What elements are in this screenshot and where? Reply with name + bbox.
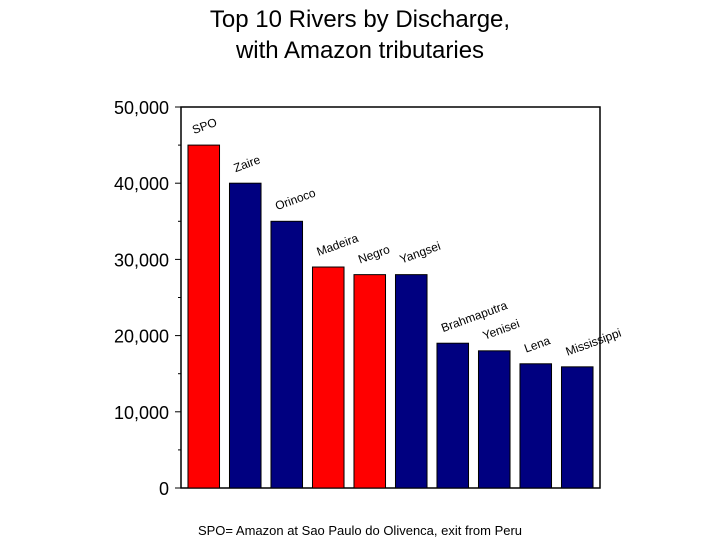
bar-spo (187, 144, 221, 489)
chart-footnote: SPO= Amazon at Sao Paulo do Olivenca, ex… (197, 523, 523, 538)
y-tick-label: 10,000 (114, 403, 169, 423)
bar-label: Negro (356, 242, 392, 266)
y-tick-label: 0 (159, 479, 169, 499)
bar-negro (353, 274, 387, 489)
bar-orinoco (270, 220, 304, 489)
bars (187, 144, 594, 489)
bar-label: Madeira (315, 231, 361, 259)
chart-title-line-1: Top 10 Rivers by Discharge, (209, 6, 511, 33)
chart-title: Top 10 Rivers by Discharge, with Amazon … (0, 4, 720, 66)
bar-mississippi (560, 366, 594, 489)
bar-brahmaputra (436, 342, 470, 489)
y-tick-label: 20,000 (114, 327, 169, 347)
bar-label: Lena (522, 333, 552, 355)
bar-label: Mississippi (564, 326, 623, 359)
bar-label: SPO (190, 115, 219, 137)
bar-zaire (228, 182, 262, 489)
bar-label: Yangsei (398, 239, 443, 267)
y-tick-label: 50,000 (114, 98, 169, 118)
chart-title-line-2: with Amazon tributaries (235, 37, 485, 64)
bar-lena (519, 363, 553, 489)
bar-label: Orinoco (273, 185, 318, 213)
bar-yangsei (394, 274, 428, 489)
y-axis: 0 10,000 20,000 30,000 40,000 50,000 (114, 98, 181, 499)
y-tick-label: 40,000 (114, 174, 169, 194)
bar-yenisei (477, 350, 511, 489)
bar-label: Zaire (232, 152, 263, 175)
y-tick-label: 30,000 (114, 250, 169, 270)
bar-madeira (311, 266, 345, 489)
bar-label: Yenisei (481, 316, 522, 342)
